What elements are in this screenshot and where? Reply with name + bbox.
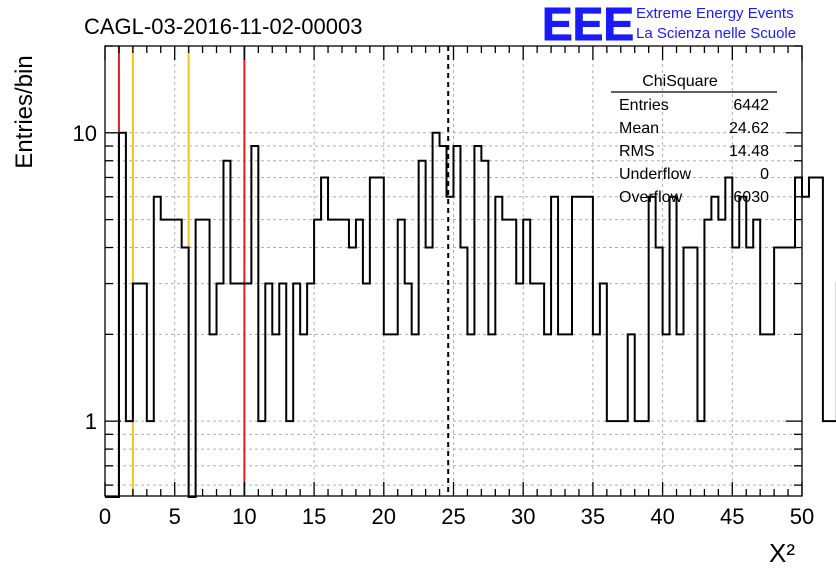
y-tick-label: 1 — [85, 409, 97, 434]
tick-labels: 0 5 10 15 20 25 30 35 40 45 50 1 10 — [73, 121, 815, 529]
x-tick-label: 25 — [441, 504, 465, 529]
stats-title: ChiSquare — [642, 73, 718, 90]
x-tick-label: 15 — [302, 504, 326, 529]
histogram-line — [105, 131, 836, 498]
x-tick-label: 40 — [650, 504, 674, 529]
stats-value-overflow: 6030 — [733, 189, 769, 206]
stats-value-underflow: 0 — [760, 166, 769, 183]
stats-label-mean: Mean — [619, 120, 659, 137]
stats-value-rms: 14.48 — [729, 143, 769, 160]
reference-lines — [117, 46, 450, 496]
logo-line-1: Extreme Energy Events — [636, 5, 794, 22]
x-tick-label: 0 — [99, 504, 111, 529]
stats-value-mean: 24.62 — [729, 120, 769, 137]
x-tick-label: 50 — [790, 504, 814, 529]
stats-value-entries: 6442 — [733, 97, 769, 114]
x-tick-label: 5 — [169, 504, 181, 529]
stats-box: ChiSquare Entries 6442 Mean 24.62 RMS 14… — [611, 73, 777, 206]
y-axis-label: Entries/bin — [11, 55, 38, 168]
x-axis-label: X² — [769, 538, 795, 568]
y-tick-label: 10 — [73, 121, 97, 146]
stats-label-entries: Entries — [619, 97, 669, 114]
axis-ticks — [104, 45, 803, 496]
x-tick-label: 45 — [720, 504, 744, 529]
x-tick-label: 35 — [581, 504, 605, 529]
histogram-series — [105, 131, 836, 498]
eee-logo: EEE Extreme Energy Events La Scienza nel… — [542, 0, 797, 51]
stats-label-overflow: Overflow — [619, 189, 683, 206]
logo-line-2: La Scienza nelle Scuole — [636, 25, 796, 42]
stats-label-underflow: Underflow — [619, 166, 691, 183]
x-tick-label: 20 — [372, 504, 396, 529]
chart-title: CAGL-03-2016-11-02-00003 — [84, 14, 362, 39]
x-tick-label: 10 — [232, 504, 256, 529]
eee-logo-mark: EEE — [542, 0, 634, 50]
x-tick-label: 30 — [511, 504, 535, 529]
stats-label-rms: RMS — [619, 143, 655, 160]
